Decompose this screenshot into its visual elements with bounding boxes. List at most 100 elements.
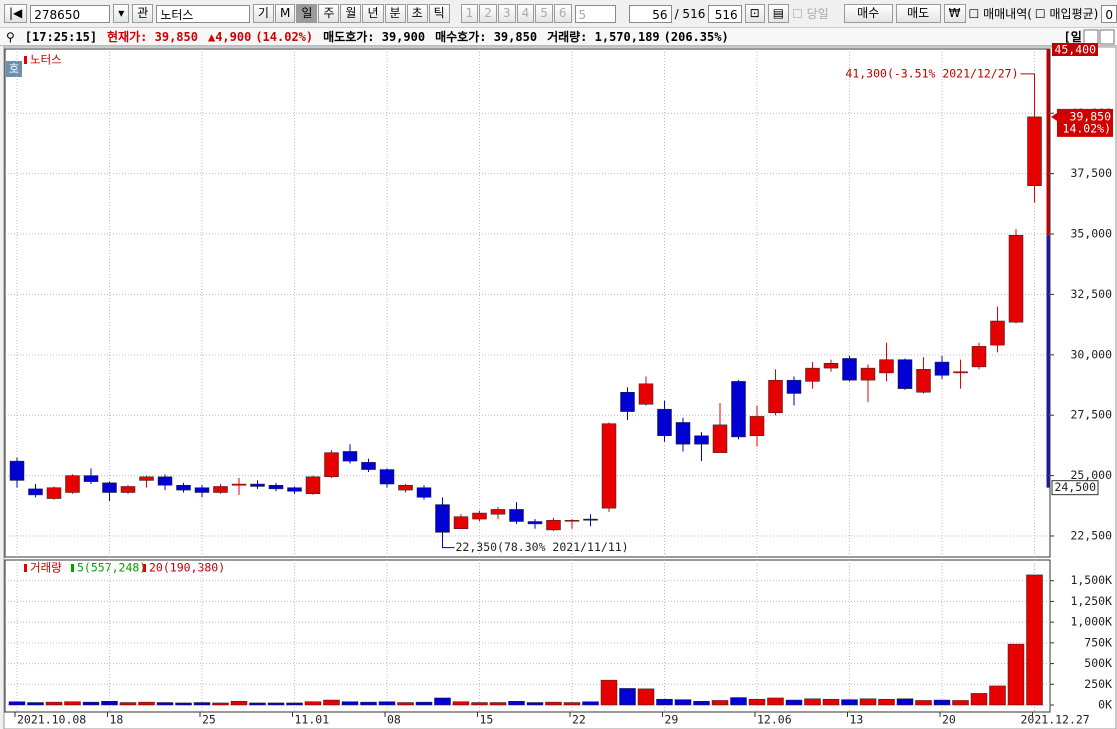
won-button[interactable]: ₩ — [943, 4, 966, 23]
candle-body — [194, 487, 210, 493]
volume-bar — [841, 699, 858, 706]
volume-bar — [138, 701, 155, 706]
volume-bar — [82, 701, 100, 706]
volume-bar — [286, 702, 303, 706]
x-tick-label: 20 — [942, 713, 956, 727]
volume-bar — [175, 702, 192, 706]
count-button[interactable]: 5 — [535, 4, 553, 23]
period-button[interactable]: 월 — [340, 4, 362, 23]
period-button[interactable]: 주 — [318, 4, 340, 23]
volume: 거래량: 1,570,189 — [547, 30, 660, 44]
price: 현재가: 39,850 — [107, 30, 198, 44]
dropdown[interactable]: ▾ — [113, 4, 130, 23]
volume-bar — [27, 702, 44, 706]
volume-bar — [600, 679, 618, 706]
volume-bar — [378, 701, 396, 706]
volume-bar — [267, 702, 285, 706]
chart-frame — [3, 46, 1117, 729]
volume-bar — [8, 701, 26, 706]
candle-body — [453, 516, 469, 529]
period-button[interactable]: 일 — [296, 4, 318, 23]
count-button[interactable]: 6 — [553, 4, 572, 23]
today-check[interactable]: ☐ 당일 — [792, 7, 829, 21]
volume-bar — [896, 698, 914, 706]
candle-body — [860, 367, 876, 381]
y-tick-label: 1,250K — [1070, 594, 1112, 608]
side-button[interactable] — [6, 61, 22, 77]
candle-body — [879, 359, 894, 374]
avg-check[interactable]: ☐ 매입평균) — [1034, 7, 1099, 21]
legend: 노터스 — [30, 53, 62, 67]
volume-bar — [397, 702, 414, 706]
period-button[interactable]: 초 — [406, 4, 428, 23]
avg-label: 매입평균) — [1049, 7, 1099, 21]
volume-bar — [415, 701, 433, 706]
name-box: 노터스 — [156, 4, 250, 23]
first-button[interactable]: |◀ — [4, 4, 28, 23]
search[interactable]: 관 — [132, 4, 154, 23]
period-select[interactable]: 5 — [574, 4, 616, 23]
candle-body — [934, 361, 950, 376]
legend-swatch — [143, 564, 146, 572]
legend-swatch — [24, 564, 27, 572]
volume-bar — [119, 702, 137, 706]
period-button[interactable]: 틱 — [428, 4, 450, 23]
candle-body — [9, 460, 25, 481]
y-tick-label: 0K — [1098, 698, 1112, 712]
candle-body — [435, 504, 450, 533]
volume-bar — [637, 688, 655, 706]
volume-bar — [341, 701, 359, 706]
candle-body — [657, 408, 672, 436]
count-button[interactable]: 1 — [460, 4, 479, 23]
volume-bar — [767, 697, 784, 706]
sell-button[interactable]: 매도 — [895, 4, 941, 23]
candle-body — [120, 486, 136, 493]
icon-button[interactable]: ⊡ — [744, 4, 765, 23]
x-tick-label: 12.06 — [757, 713, 792, 727]
candle-body — [490, 509, 506, 515]
side-button-label: 호 — [9, 62, 20, 76]
count-button[interactable]: 3 — [497, 4, 516, 23]
x-tick-label: 29 — [665, 713, 679, 727]
candle-body — [324, 452, 339, 478]
candle-body — [768, 379, 783, 414]
buy-button[interactable]: 매수 — [843, 4, 893, 23]
trades-check[interactable]: ☐ 매매내역( — [968, 7, 1032, 21]
volume-bar — [64, 701, 81, 706]
volume-bar — [785, 699, 803, 706]
candle-body — [583, 518, 598, 521]
shown-input[interactable]: 56 — [628, 4, 672, 23]
count-button[interactable]: 4 — [516, 4, 535, 23]
candle-body — [250, 483, 265, 487]
candle-body — [361, 462, 376, 470]
candle-body — [990, 320, 1005, 346]
y-tick-label: 250K — [1084, 677, 1112, 691]
candle-body — [749, 416, 765, 436]
count-button[interactable]: 2 — [479, 4, 497, 23]
candle-body — [712, 424, 728, 453]
candle-body — [416, 487, 432, 498]
period-button[interactable]: 분 — [384, 4, 406, 23]
ma-label: 20(190,380) — [149, 561, 225, 575]
x-tick-label: 18 — [110, 713, 124, 727]
candle-body — [601, 423, 617, 509]
volume-bar — [1007, 643, 1025, 706]
period-button[interactable]: 년 — [362, 4, 384, 23]
close-button[interactable] — [1099, 29, 1115, 45]
candle-body — [842, 358, 857, 381]
code-input[interactable]: 278650 — [30, 4, 111, 23]
period-button[interactable]: M — [274, 4, 296, 23]
candle-body — [28, 488, 43, 496]
candle-body — [916, 369, 931, 393]
candle-body — [231, 483, 247, 486]
period-button[interactable]: 기 — [252, 4, 274, 23]
lower-limit-label: 24,500 — [1054, 480, 1096, 494]
candle-body — [527, 521, 543, 525]
volume-bar — [915, 700, 932, 706]
x-tick-label: 2021.10.08 — [17, 713, 86, 727]
change: ▲4,900 — [207, 29, 252, 44]
icon-button[interactable]: ▤ — [767, 4, 790, 23]
candle-body — [213, 486, 228, 493]
